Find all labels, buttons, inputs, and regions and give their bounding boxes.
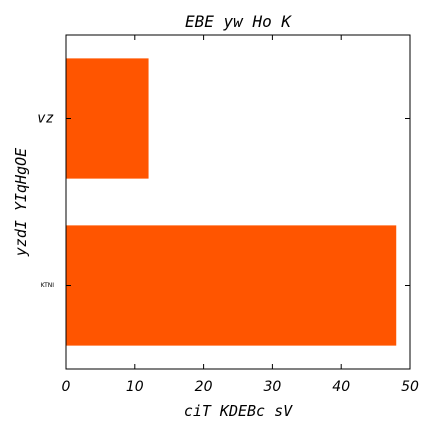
- bar-ktni: [66, 225, 397, 346]
- x-tick-label-20: 20: [195, 379, 213, 395]
- x-axis: 0 10 20 30 40 50: [62, 35, 419, 395]
- x-tick-label-0: 0: [62, 379, 71, 395]
- y-axis-label: yzdI YIqHgOE: [12, 148, 30, 257]
- x-tick-label-40: 40: [332, 379, 350, 395]
- y-axis: KTNI vz: [37, 111, 410, 289]
- x-axis-label: ciT KDEBc sV: [184, 402, 293, 420]
- x-tick-label-10: 10: [126, 379, 144, 395]
- y-tick-label-vz: vz: [37, 111, 54, 127]
- x-tick-label-50: 50: [401, 379, 419, 395]
- bars-layer: [66, 58, 397, 346]
- chart-title: EBE yw Ho K: [185, 12, 292, 31]
- plot-area-frame: [65, 34, 411, 370]
- x-tick-label-30: 30: [263, 379, 281, 395]
- bar-vz: [66, 58, 149, 179]
- y-tick-label-ktni: KTNI: [41, 282, 55, 289]
